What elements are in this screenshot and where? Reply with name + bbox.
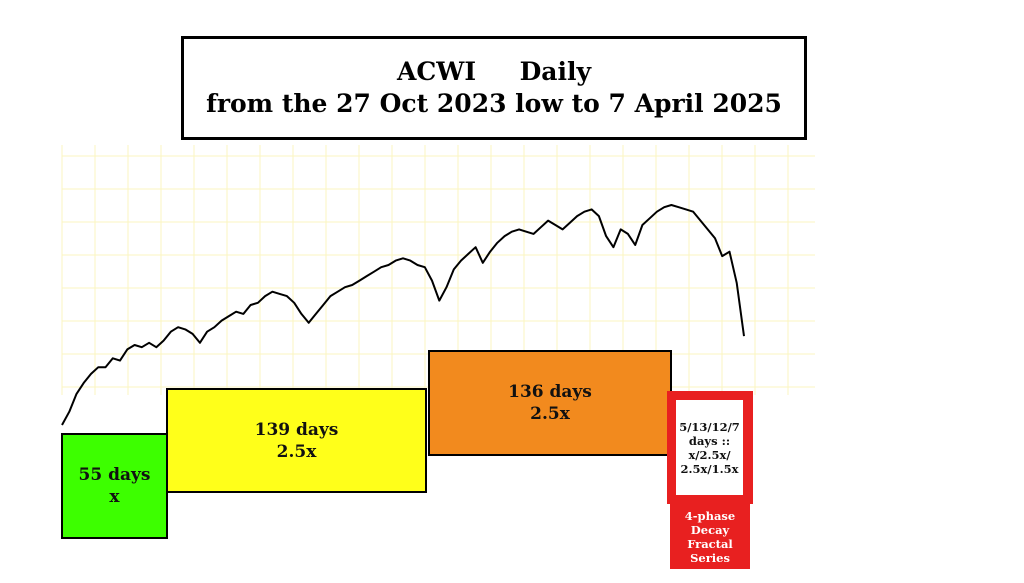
decay-label-line-4: Series bbox=[690, 550, 730, 565]
decay-label-line-3: Fractal bbox=[687, 536, 733, 551]
phase-4-box: 5/13/12/7 days :: x/2.5x/ 2.5x/1.5x bbox=[676, 400, 743, 495]
phase-4-line-4: 2.5x/1.5x bbox=[680, 461, 739, 476]
phase-2-ratio: 2.5x bbox=[276, 441, 317, 462]
phase-3-ratio: 2.5x bbox=[530, 404, 570, 424]
decay-label-line-1: 4-phase bbox=[684, 508, 736, 523]
phase-4-line-2: days :: bbox=[688, 433, 731, 448]
phase-3-duration: 136 days bbox=[508, 382, 592, 402]
chart-title-box: ACWI Daily from the 27 Oct 2023 low to 7… bbox=[181, 36, 807, 140]
decay-series-label: 4-phase Decay Fractal Series bbox=[670, 504, 750, 569]
chart-title: ACWI Daily bbox=[397, 57, 591, 86]
phase-2-duration: 139 days bbox=[254, 419, 339, 440]
phase-1-ratio: x bbox=[109, 487, 120, 507]
phase-4-line-1: 5/13/12/7 bbox=[679, 419, 740, 434]
phase-4-line-3: x/2.5x/ bbox=[688, 447, 731, 462]
decay-label-line-2: Decay bbox=[690, 522, 730, 537]
phase-2-box: 139 days 2.5x bbox=[166, 388, 427, 493]
phase-1-duration: 55 days bbox=[78, 465, 151, 485]
phase-3-box: 136 days 2.5x bbox=[428, 350, 672, 456]
chart-subtitle: from the 27 Oct 2023 low to 7 April 2025 bbox=[206, 89, 782, 118]
phase-1-box: 55 days x bbox=[61, 433, 168, 539]
price-series-line bbox=[61, 204, 745, 426]
